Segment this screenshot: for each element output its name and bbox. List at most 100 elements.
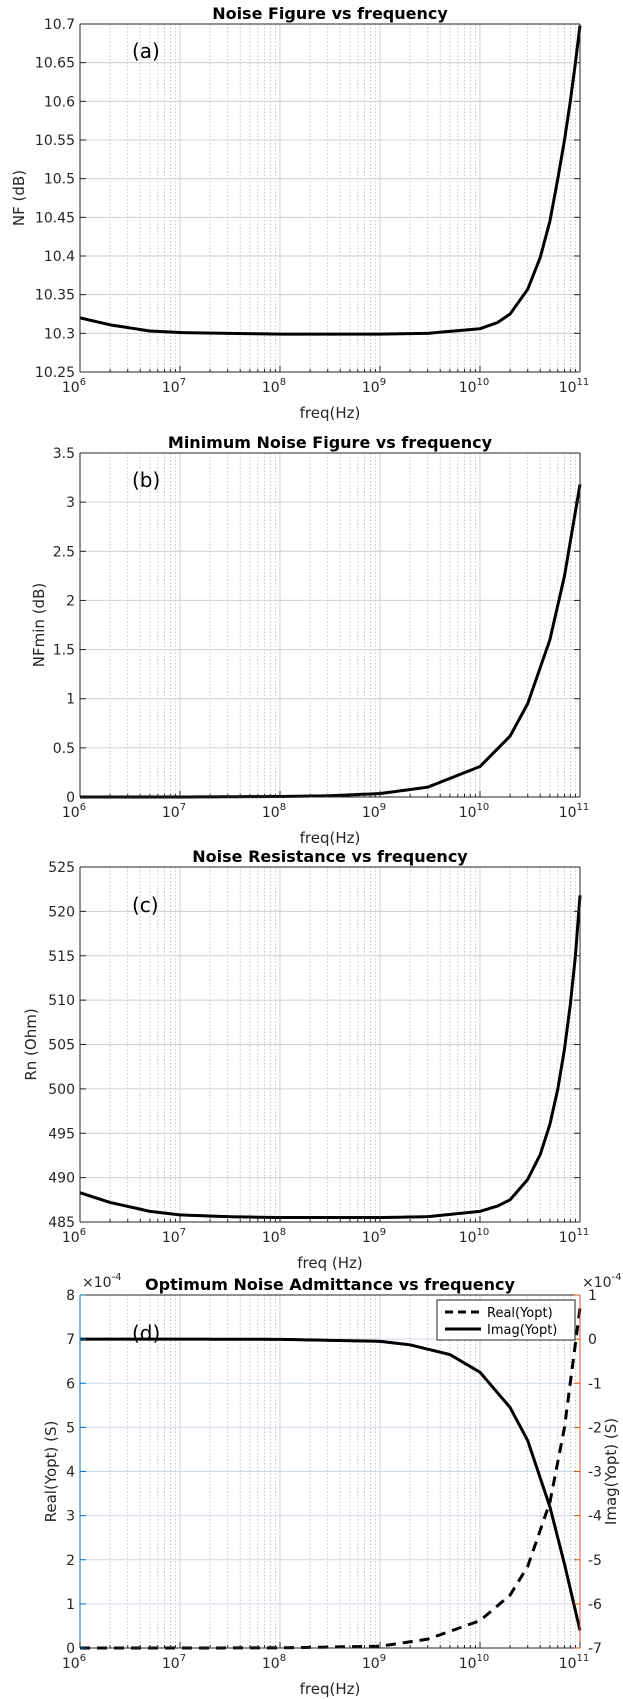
x-axis-label: freq (Hz) bbox=[297, 1254, 363, 1272]
y-tick-label: 0 bbox=[66, 790, 75, 806]
y-tick-label: 1 bbox=[66, 692, 75, 708]
x-tick-label: 106 bbox=[62, 1227, 86, 1246]
x-tick-label: 1010 bbox=[459, 802, 490, 821]
x-tick-label: 109 bbox=[362, 377, 386, 396]
y-tick-label: 0 bbox=[66, 1641, 75, 1657]
y-tick-label: 3 bbox=[66, 1509, 75, 1525]
series-line-1 bbox=[79, 25, 582, 336]
chart-title: Noise Resistance vs frequency bbox=[192, 847, 468, 866]
y-tick-label: 500 bbox=[48, 1082, 75, 1098]
plot-area bbox=[80, 453, 580, 797]
panel-label: (b) bbox=[132, 468, 160, 492]
x-tick-label: 1011 bbox=[559, 1227, 590, 1246]
y-tick-label: 3 bbox=[66, 495, 75, 511]
chart-panel-c: 106 107 108 109 1010 1011 485 490 495 500 505 510 51… bbox=[22, 847, 589, 1272]
x-tick-label: 108 bbox=[262, 802, 286, 821]
y-tick-label: 4 bbox=[66, 1465, 75, 1481]
y-right-tick-label: 0 bbox=[588, 1332, 597, 1348]
y-tick-label: 10.7 bbox=[44, 17, 75, 33]
x-tick-label: 1011 bbox=[559, 377, 590, 396]
x-tick-label: 106 bbox=[62, 802, 86, 821]
y-right-tick-label: -7 bbox=[588, 1641, 602, 1657]
y-tick-label: 1 bbox=[66, 1597, 75, 1613]
x-tick-label: 1010 bbox=[459, 377, 490, 396]
x-axis-label: freq(Hz) bbox=[300, 1680, 361, 1698]
y-tick-label: 2 bbox=[66, 1553, 75, 1569]
y-axis-label: Rn (Ohm) bbox=[22, 1008, 40, 1080]
y-axis-label: NF (dB) bbox=[10, 170, 28, 226]
legend-entry: Real(Yopt) bbox=[487, 1306, 553, 1321]
y-tick-label: 10.4 bbox=[44, 249, 75, 265]
y-tick-label: 1.5 bbox=[53, 643, 75, 659]
y-multiplier-right: ×10-4 bbox=[582, 1272, 622, 1291]
series-line-imagyopt bbox=[80, 1337, 582, 1631]
y-tick-label: 10.3 bbox=[44, 326, 75, 342]
chart-panel-d: 106 107 108 109 1010 1011 0 1 2 3 4 5 6 7 8 -7 -6 -5 -4 -3 -… bbox=[42, 1272, 622, 1698]
y-multiplier-left: ×10-4 bbox=[82, 1272, 122, 1291]
y-right-tick-label: -5 bbox=[588, 1553, 602, 1569]
chart-title: Noise Figure vs frequency bbox=[212, 4, 448, 23]
y-tick-label: 485 bbox=[48, 1215, 75, 1231]
y-right-tick-label: -1 bbox=[588, 1376, 602, 1392]
y-tick-label: 10.35 bbox=[35, 288, 75, 304]
x-tick-label: 1010 bbox=[459, 1653, 490, 1672]
plot-area bbox=[80, 24, 580, 372]
y-tick-label: 510 bbox=[48, 993, 75, 1009]
x-tick-label: 108 bbox=[262, 1227, 286, 1246]
y-tick-label: 10.25 bbox=[35, 365, 75, 381]
y-right-tick-label: 1 bbox=[588, 1288, 597, 1304]
y-right-tick-label: -6 bbox=[588, 1597, 602, 1613]
x-axis-label: freq(Hz) bbox=[300, 404, 361, 422]
y-tick-label: 520 bbox=[48, 904, 75, 920]
y-tick-label: 515 bbox=[48, 949, 75, 965]
y-right-tick-label: -3 bbox=[588, 1465, 602, 1481]
legend-box bbox=[436, 1299, 576, 1341]
y-tick-label: 495 bbox=[48, 1126, 75, 1142]
y-tick-label: 490 bbox=[48, 1171, 75, 1187]
y-tick-label: 2.5 bbox=[53, 544, 75, 560]
x-tick-label: 106 bbox=[62, 377, 86, 396]
x-tick-label: 108 bbox=[262, 1653, 286, 1672]
x-tick-label: 106 bbox=[62, 1653, 86, 1672]
legend-entry: Imag(Yopt) bbox=[487, 1323, 557, 1338]
x-tick-label: 1010 bbox=[459, 1227, 490, 1246]
y-tick-label: 10.65 bbox=[35, 56, 75, 72]
chart-panel-a: 106 107 108 109 1010 1011 10.25 10.3 10.35 10.4 10… bbox=[10, 4, 589, 422]
chart-panel-b: 106 107 108 109 1010 1011 0 0.5 1 1.5 2 2.5 3 3.5 Mini… bbox=[30, 433, 589, 847]
panel-label: (a) bbox=[132, 39, 160, 63]
legend: Real(Yopt) Imag(Yopt) bbox=[436, 1299, 576, 1341]
y-tick-label: 2 bbox=[66, 593, 75, 609]
x-tick-label: 109 bbox=[362, 1227, 386, 1246]
x-tick-label: 107 bbox=[162, 1227, 186, 1246]
y-tick-label: 10.45 bbox=[35, 210, 75, 226]
chart-title: Optimum Noise Admittance vs frequency bbox=[145, 1275, 515, 1294]
x-tick-label: 107 bbox=[162, 1653, 186, 1672]
x-tick-label: 109 bbox=[362, 1653, 386, 1672]
y-tick-label: 6 bbox=[66, 1376, 75, 1392]
x-tick-label: 1011 bbox=[559, 1653, 590, 1672]
y-right-tick-label: -4 bbox=[588, 1509, 602, 1525]
series-line-realyopt bbox=[80, 1308, 582, 1650]
x-axis-label: freq(Hz) bbox=[300, 829, 361, 847]
y-tick-label: 525 bbox=[48, 860, 75, 876]
panel-label: (d) bbox=[132, 1321, 160, 1345]
y-axis-label: Real(Yopt) (S) bbox=[42, 1421, 60, 1523]
x-tick-label: 108 bbox=[262, 377, 286, 396]
y-axis-label: NFmin (dB) bbox=[30, 583, 48, 667]
y-tick-label: 10.6 bbox=[44, 94, 75, 110]
y-tick-label: 10.5 bbox=[44, 172, 75, 188]
series-line-1 bbox=[79, 895, 582, 1220]
y-tick-label: 3.5 bbox=[53, 446, 75, 462]
y-tick-label: 5 bbox=[66, 1420, 75, 1436]
y-axis-label-right: Imag(Yopt) (S) bbox=[602, 1418, 620, 1525]
x-tick-label: 1011 bbox=[559, 802, 590, 821]
x-tick-label: 107 bbox=[162, 377, 186, 396]
y-right-tick-label: -2 bbox=[588, 1420, 602, 1436]
chart-title: Minimum Noise Figure vs frequency bbox=[168, 433, 493, 452]
x-tick-label: 107 bbox=[162, 802, 186, 821]
y-tick-label: 8 bbox=[66, 1288, 75, 1304]
y-tick-label: 505 bbox=[48, 1038, 75, 1054]
x-tick-label: 109 bbox=[362, 802, 386, 821]
y-tick-label: 7 bbox=[66, 1332, 75, 1348]
